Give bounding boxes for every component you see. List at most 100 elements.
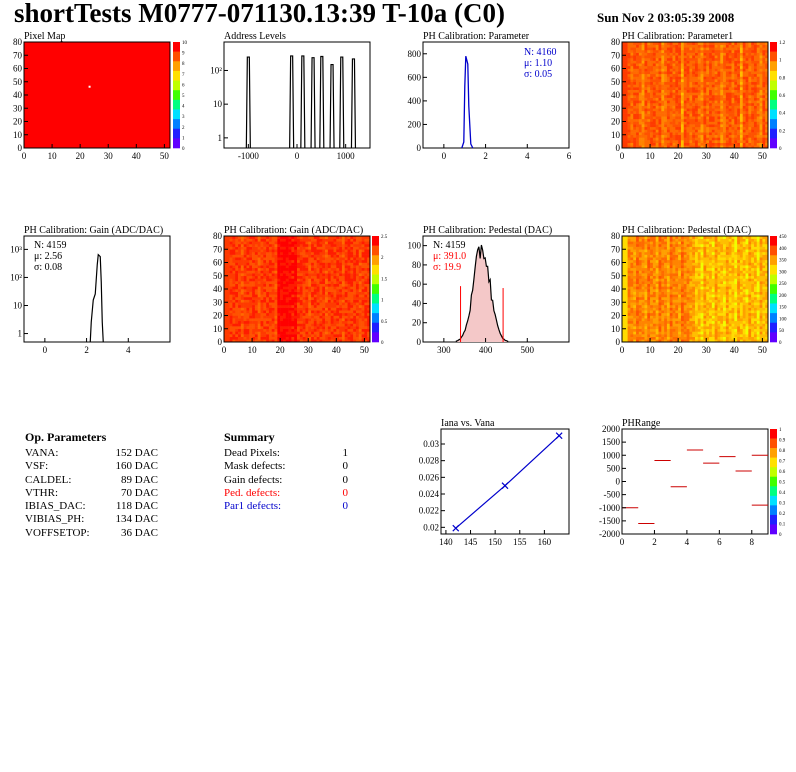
ph-param1-map-cell	[641, 118, 645, 122]
ph-ped-map-cell	[652, 339, 656, 343]
ph-param1-map-cell	[756, 132, 760, 136]
ph-param1-map-cell	[703, 73, 707, 77]
ph-param1-map-cell	[683, 95, 687, 98]
ph-gain-map-cell	[361, 246, 365, 250]
ph-param1-map-cell	[703, 52, 707, 56]
ph-param1-map-cell	[717, 81, 721, 85]
ph-ped-map-cell	[636, 315, 640, 319]
ph-param1-map-cell	[762, 71, 766, 75]
ph-ped-map-cell	[652, 336, 656, 340]
ph-gain-map-cell	[254, 312, 258, 316]
ph-gain-map-cell	[336, 249, 340, 253]
ph-param1-map-cell	[700, 76, 704, 80]
ph-gain-map-cell	[327, 241, 331, 245]
ph-param1-map-cell	[745, 121, 749, 125]
ph-gain-map-ytick-label: 10	[213, 324, 223, 334]
ph-param1-map-cell	[742, 105, 746, 109]
ph-gain-map-cell	[355, 243, 360, 247]
ph-gain-map-cell	[322, 320, 326, 324]
ph-param1-map-cell	[630, 71, 634, 75]
ph-param1-frame	[621, 41, 769, 149]
ph-param1-map-cell	[759, 47, 763, 51]
ph-gain-map-cell	[285, 323, 289, 327]
ph-gain-map-cell	[311, 339, 315, 343]
ph-ped-map-cell	[638, 283, 642, 287]
ph-gain-map-cell	[288, 259, 292, 263]
ph-gain-map-cell	[327, 339, 331, 343]
ph-param1-map-cell	[627, 113, 631, 117]
ph-param1-map-cell	[723, 81, 727, 85]
ph-param1-map-cell	[636, 137, 640, 141]
ph-param1-map-cell	[644, 95, 648, 98]
ph-gain-map-cell	[319, 323, 323, 327]
ph-gain-map-cell	[322, 273, 326, 277]
ph-param1-map-cell	[765, 68, 769, 72]
ph-gain-map-cell	[271, 304, 275, 308]
ph-param1-map-cell	[624, 126, 628, 130]
pixel-map-scale-label: 4	[182, 105, 185, 110]
ph-gain-map-cell	[327, 283, 331, 287]
ph-param1-map-cell	[633, 129, 637, 133]
ph-param1-map-cell	[695, 84, 699, 88]
ph-gain-map-cell	[240, 273, 244, 277]
ph-gain-map-cell	[353, 307, 357, 311]
ph-gain-map-cell	[263, 278, 267, 282]
ph-gain-map-cell	[339, 296, 343, 300]
ph-gain-map-cell	[313, 334, 317, 337]
ph-param1-map-cell	[638, 137, 642, 141]
ph-gain-map-cell	[260, 294, 264, 298]
ph-gain-map-cell	[224, 281, 228, 284]
ph-ped-map-cell	[636, 294, 640, 298]
ph-ped-map-cell	[627, 334, 631, 337]
ph-gain-map-cell	[260, 289, 264, 292]
ph-param1-map-cell	[686, 134, 690, 138]
ph-ped-map-cell	[627, 307, 631, 311]
ph-ped-map-cell	[638, 326, 642, 330]
ph-param1-map-cell	[627, 124, 631, 128]
ph-gain-map-cell	[339, 238, 343, 242]
ph-param1-map-cell	[658, 132, 662, 136]
ph-param1-map-cell	[748, 65, 752, 69]
ph-ped-map-cell	[636, 286, 640, 290]
ph-ped-map-cell	[658, 336, 662, 340]
ph-ped-map-cell	[636, 328, 640, 332]
ph-param1-map-cell	[700, 89, 704, 93]
ph-gain-map-cell	[353, 257, 357, 261]
ph-ped-map-cell	[633, 257, 637, 261]
ph-param1-map-cell	[641, 57, 645, 61]
ph-gain-map-cell	[319, 281, 323, 284]
ph-param1-map-cell	[678, 100, 682, 104]
ph-ped-map-cell	[658, 315, 662, 319]
ph-gain-map-cell	[232, 241, 236, 245]
ph-ped-map-cell	[627, 259, 631, 263]
ph-param1-map-cell	[678, 95, 682, 98]
ph-param1-map-cell	[717, 44, 721, 48]
ph-gain-map-cell	[246, 259, 250, 263]
ph-gain-map-cell	[355, 331, 360, 335]
ph-gain-map-cell	[274, 302, 278, 306]
ph-param1-map-cell	[661, 55, 665, 59]
ph-gain-map-cell	[229, 243, 233, 247]
ph-ped-map-cell	[652, 328, 656, 332]
ph-param1-map-cell	[748, 84, 752, 88]
ph-param1-map-cell	[644, 97, 648, 101]
ph-param1-map-cell	[731, 89, 735, 93]
ph-gain-map-cell	[364, 259, 368, 263]
ph-gain-map-cell	[325, 307, 329, 311]
ph-param1-map-cell	[658, 116, 662, 120]
ph-gain-map-cell	[347, 273, 351, 277]
date-stamp: Sun Nov 2 03:05:39 2008	[597, 10, 735, 25]
ph-param1-map-cell	[650, 47, 654, 51]
ph-gain-map-cell	[313, 312, 317, 316]
pixel-map-scale-label: 1	[182, 136, 185, 141]
ph-ped-map-cell	[624, 265, 628, 269]
ph-param1-map-cell	[624, 129, 628, 133]
ph-param1-map-cell	[675, 63, 679, 67]
ph-gain-map-cell	[249, 243, 253, 247]
ph-gain-map-cell	[327, 286, 331, 290]
ph-gain-map-cell	[235, 286, 239, 290]
ph-ped-map-cell	[633, 238, 637, 242]
ph-gain-map-cell	[316, 339, 320, 343]
ph-param1-map-cell	[644, 65, 648, 69]
ph-gain-map-cell	[333, 270, 337, 274]
